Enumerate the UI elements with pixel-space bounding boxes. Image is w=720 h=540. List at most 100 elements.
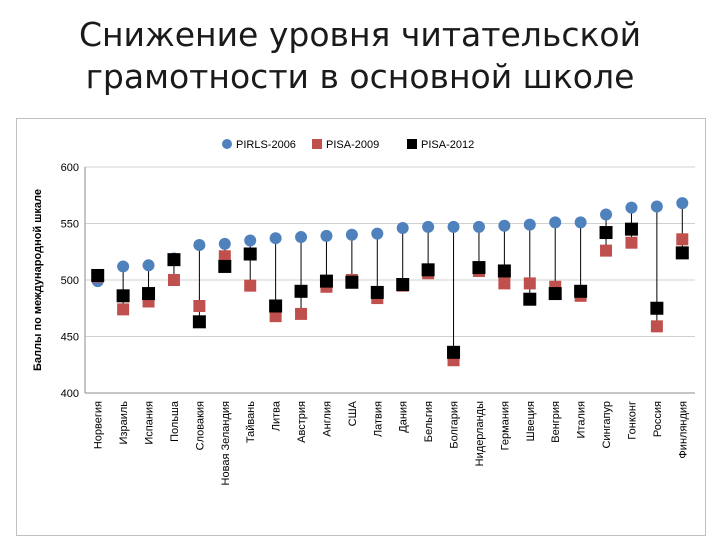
point-pisa-2012 bbox=[396, 278, 410, 292]
x-tick-label: США bbox=[347, 400, 359, 426]
y-tick-label: 600 bbox=[61, 162, 79, 174]
point-pisa-2009 bbox=[676, 233, 689, 246]
point-pirls-2006 bbox=[625, 201, 638, 214]
point-pisa-2012 bbox=[345, 275, 359, 289]
x-tick-label: Норвегия bbox=[93, 401, 105, 449]
point-pirls-2006 bbox=[447, 220, 460, 233]
point-pirls-2006 bbox=[574, 216, 587, 229]
point-pirls-2006 bbox=[371, 227, 384, 240]
legend-marker-pisa-2009 bbox=[312, 139, 322, 149]
legend-marker-pirls-2006 bbox=[222, 139, 232, 149]
point-pisa-2009 bbox=[269, 310, 282, 323]
point-pirls-2006 bbox=[472, 220, 485, 233]
point-pirls-2006 bbox=[193, 238, 206, 251]
point-pisa-2012 bbox=[294, 284, 308, 298]
x-tick-label: Нидерланды bbox=[474, 401, 486, 466]
x-tick-label: Австрия bbox=[296, 401, 308, 443]
y-tick-label: 500 bbox=[61, 275, 79, 287]
slide-title: Снижение уровня читательской грамотности… bbox=[0, 14, 720, 98]
x-tick-label: Гонконг bbox=[626, 401, 638, 440]
point-pisa-2012 bbox=[624, 222, 638, 236]
x-tick-label: Испания bbox=[144, 401, 156, 445]
x-tick-label: Болгария bbox=[449, 401, 461, 449]
x-tick-label: Германия bbox=[499, 401, 511, 450]
point-pisa-2012 bbox=[370, 285, 384, 299]
point-pisa-2012 bbox=[421, 263, 435, 277]
x-tick-label: Сингапур bbox=[601, 401, 613, 449]
point-pisa-2012 bbox=[548, 287, 562, 301]
point-pisa-2009 bbox=[117, 303, 130, 316]
point-pisa-2012 bbox=[497, 264, 511, 278]
point-pisa-2009 bbox=[600, 244, 613, 257]
point-pisa-2009 bbox=[295, 307, 308, 320]
y-tick-label: 550 bbox=[61, 219, 79, 231]
point-pisa-2009 bbox=[498, 277, 511, 290]
point-pisa-2012 bbox=[91, 268, 105, 282]
point-pisa-2012 bbox=[269, 299, 283, 313]
chart-frame: 400 450 500 550 600 Баллы по международной шк… bbox=[16, 118, 706, 536]
slide-title-line-1: Снижение уровня читательской bbox=[78, 15, 642, 54]
point-pirls-2006 bbox=[498, 219, 511, 232]
x-tick-label: Новая Зеландия bbox=[220, 401, 232, 485]
point-pisa-2012 bbox=[319, 274, 333, 288]
y-tick-label: 450 bbox=[61, 332, 79, 344]
point-pisa-2012 bbox=[599, 226, 613, 240]
point-pirls-2006 bbox=[345, 228, 358, 241]
point-pisa-2009 bbox=[167, 274, 180, 286]
x-tick-label: Россия bbox=[652, 401, 664, 437]
x-tick-label: Литва bbox=[271, 400, 283, 431]
point-pirls-2006 bbox=[422, 220, 435, 233]
point-pisa-2012 bbox=[167, 253, 181, 267]
y-axis-label: Баллы по международной шкале bbox=[32, 189, 44, 371]
point-pisa-2012 bbox=[523, 292, 537, 306]
x-tick-label: Бельгия bbox=[423, 401, 435, 442]
point-pisa-2012 bbox=[116, 289, 130, 303]
point-pisa-2012 bbox=[142, 287, 156, 301]
reading-scores-chart: 400 450 500 550 600 Баллы по международной шк… bbox=[32, 139, 695, 485]
point-pisa-2012 bbox=[192, 315, 206, 329]
slide-title-line-2: грамотности в основной школе bbox=[85, 57, 635, 96]
x-tick-label: Швеция bbox=[525, 401, 537, 441]
x-tick-label: Тайвань bbox=[245, 401, 257, 443]
point-pirls-2006 bbox=[269, 232, 282, 245]
x-tick-label: Англия bbox=[321, 401, 333, 437]
x-tick-label: Италия bbox=[576, 401, 588, 439]
x-tick-label: Словакия bbox=[194, 401, 206, 450]
point-pirls-2006 bbox=[244, 234, 257, 247]
x-tick-label: Израиль bbox=[118, 401, 130, 445]
point-pisa-2009 bbox=[650, 320, 663, 333]
x-tick-label: Латвия bbox=[372, 401, 384, 437]
point-pisa-2009 bbox=[625, 236, 638, 249]
x-tick-label: Венгрия bbox=[550, 401, 562, 443]
point-pisa-2009 bbox=[244, 279, 257, 292]
point-pisa-2012 bbox=[472, 261, 486, 275]
point-pirls-2006 bbox=[396, 222, 409, 235]
point-pisa-2009 bbox=[218, 250, 231, 263]
point-pirls-2006 bbox=[295, 231, 308, 244]
legend-label-pirls-2006: PIRLS-2006 bbox=[236, 139, 296, 151]
point-pirls-2006 bbox=[218, 237, 231, 250]
point-pisa-2009 bbox=[523, 277, 536, 290]
y-tick-label: 400 bbox=[61, 388, 79, 400]
point-pirls-2006 bbox=[320, 229, 333, 242]
point-pisa-2012 bbox=[650, 301, 664, 315]
x-tick-label: Финляндия bbox=[677, 401, 689, 459]
point-pirls-2006 bbox=[676, 197, 689, 210]
x-tick-label: Дания bbox=[398, 401, 410, 433]
point-pisa-2012 bbox=[574, 284, 588, 298]
point-pisa-2012 bbox=[218, 259, 232, 273]
point-pirls-2006 bbox=[117, 260, 130, 273]
point-pirls-2006 bbox=[549, 216, 562, 229]
legend-label-pisa-2009: PISA-2009 bbox=[326, 139, 379, 151]
point-pisa-2009 bbox=[193, 299, 206, 312]
point-pirls-2006 bbox=[650, 200, 663, 213]
point-pisa-2012 bbox=[243, 247, 257, 261]
point-pisa-2012 bbox=[675, 246, 689, 260]
x-tick-label: Польша bbox=[169, 400, 181, 442]
point-pisa-2012 bbox=[447, 345, 461, 359]
legend-marker-pisa-2012 bbox=[407, 139, 417, 149]
point-pirls-2006 bbox=[600, 208, 613, 221]
point-pirls-2006 bbox=[142, 259, 155, 272]
legend-label-pisa-2012: PISA-2012 bbox=[421, 139, 474, 151]
point-pirls-2006 bbox=[523, 218, 536, 231]
